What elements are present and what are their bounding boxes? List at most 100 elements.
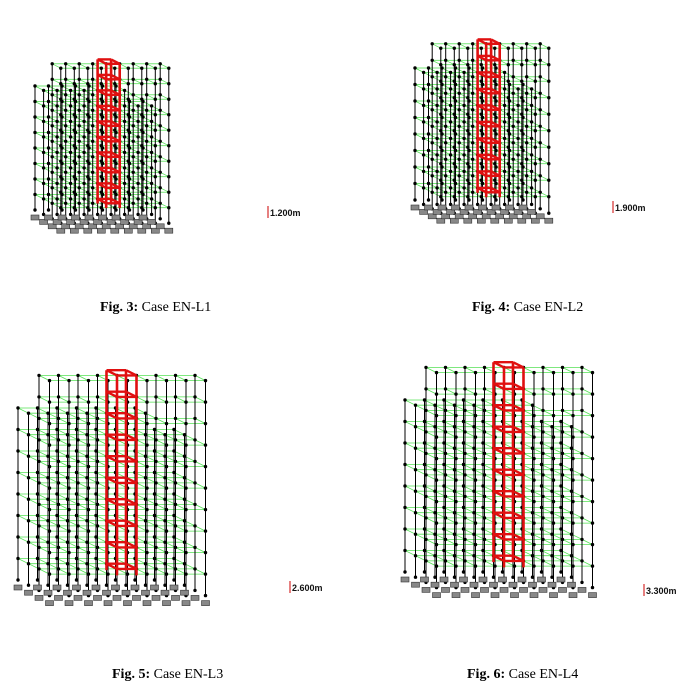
node [154,373,158,378]
node [426,82,431,87]
node [122,119,127,124]
node [182,476,187,480]
node [442,441,446,445]
node [95,524,100,528]
node [143,583,148,587]
node [580,559,584,563]
failed-beam [477,87,487,95]
node [56,459,61,464]
node [63,77,68,82]
node [413,132,417,136]
node [65,454,70,458]
node [547,79,551,83]
node [95,416,100,421]
node [453,165,458,169]
node [46,192,51,197]
node [471,108,475,112]
node [442,505,446,510]
node [461,548,466,553]
node [533,112,537,116]
node [457,42,461,46]
node [41,181,46,186]
failed-beam [110,73,121,81]
node [143,476,148,480]
node [467,132,471,136]
node [113,578,118,582]
support-icon [142,600,152,606]
node [141,146,145,150]
node [153,144,157,148]
failed-beam [490,38,501,45]
node [68,135,73,139]
node [433,403,437,407]
support-icon [72,584,81,591]
support-icon [39,219,48,225]
node [35,427,40,432]
node [462,103,466,108]
node [467,115,471,120]
node [56,416,61,421]
node [153,159,157,163]
node [193,524,197,528]
support-icon [123,600,132,606]
node [16,427,20,432]
failed-beam [105,390,118,398]
node [145,400,149,404]
node [482,516,487,520]
node [41,166,46,170]
node [471,174,475,178]
node [149,150,154,155]
beam-y [136,375,148,381]
node [413,489,418,493]
node [422,548,427,553]
node [413,82,417,87]
figure-6-frame-model: 3.300m [400,361,677,598]
node [149,104,154,108]
node [193,459,197,464]
node [163,519,167,523]
node [525,157,529,161]
node [50,108,54,113]
node [467,165,471,169]
node [114,208,118,212]
support-icon [43,589,53,596]
node [559,441,563,445]
failed-beam [477,170,487,177]
node [145,572,149,576]
node [421,70,426,75]
beam-y [464,367,476,373]
beam-y [194,547,206,553]
failed-beam [492,511,505,519]
node [74,513,79,518]
failed-beam [97,135,107,143]
node [74,492,79,496]
node [72,66,77,70]
node [443,473,448,477]
support-icon [91,584,101,591]
beam-y [155,396,167,403]
node [37,502,41,507]
node [203,443,208,447]
beam-y [464,388,476,395]
node [16,492,20,496]
support-icon [535,213,545,220]
support-icon [510,592,519,598]
support-icon [537,576,546,583]
node [457,157,461,161]
node [403,570,407,574]
node [422,419,427,424]
node [511,575,515,579]
node [424,451,428,456]
node [539,419,544,424]
beam-y [17,515,29,522]
support-icon [13,584,23,591]
node [47,400,52,404]
failed-beam [105,433,118,441]
node [76,545,80,550]
node [473,521,478,525]
node [63,108,68,113]
node [60,115,64,119]
node [100,192,105,197]
support-icon [125,214,134,221]
node [442,484,446,488]
